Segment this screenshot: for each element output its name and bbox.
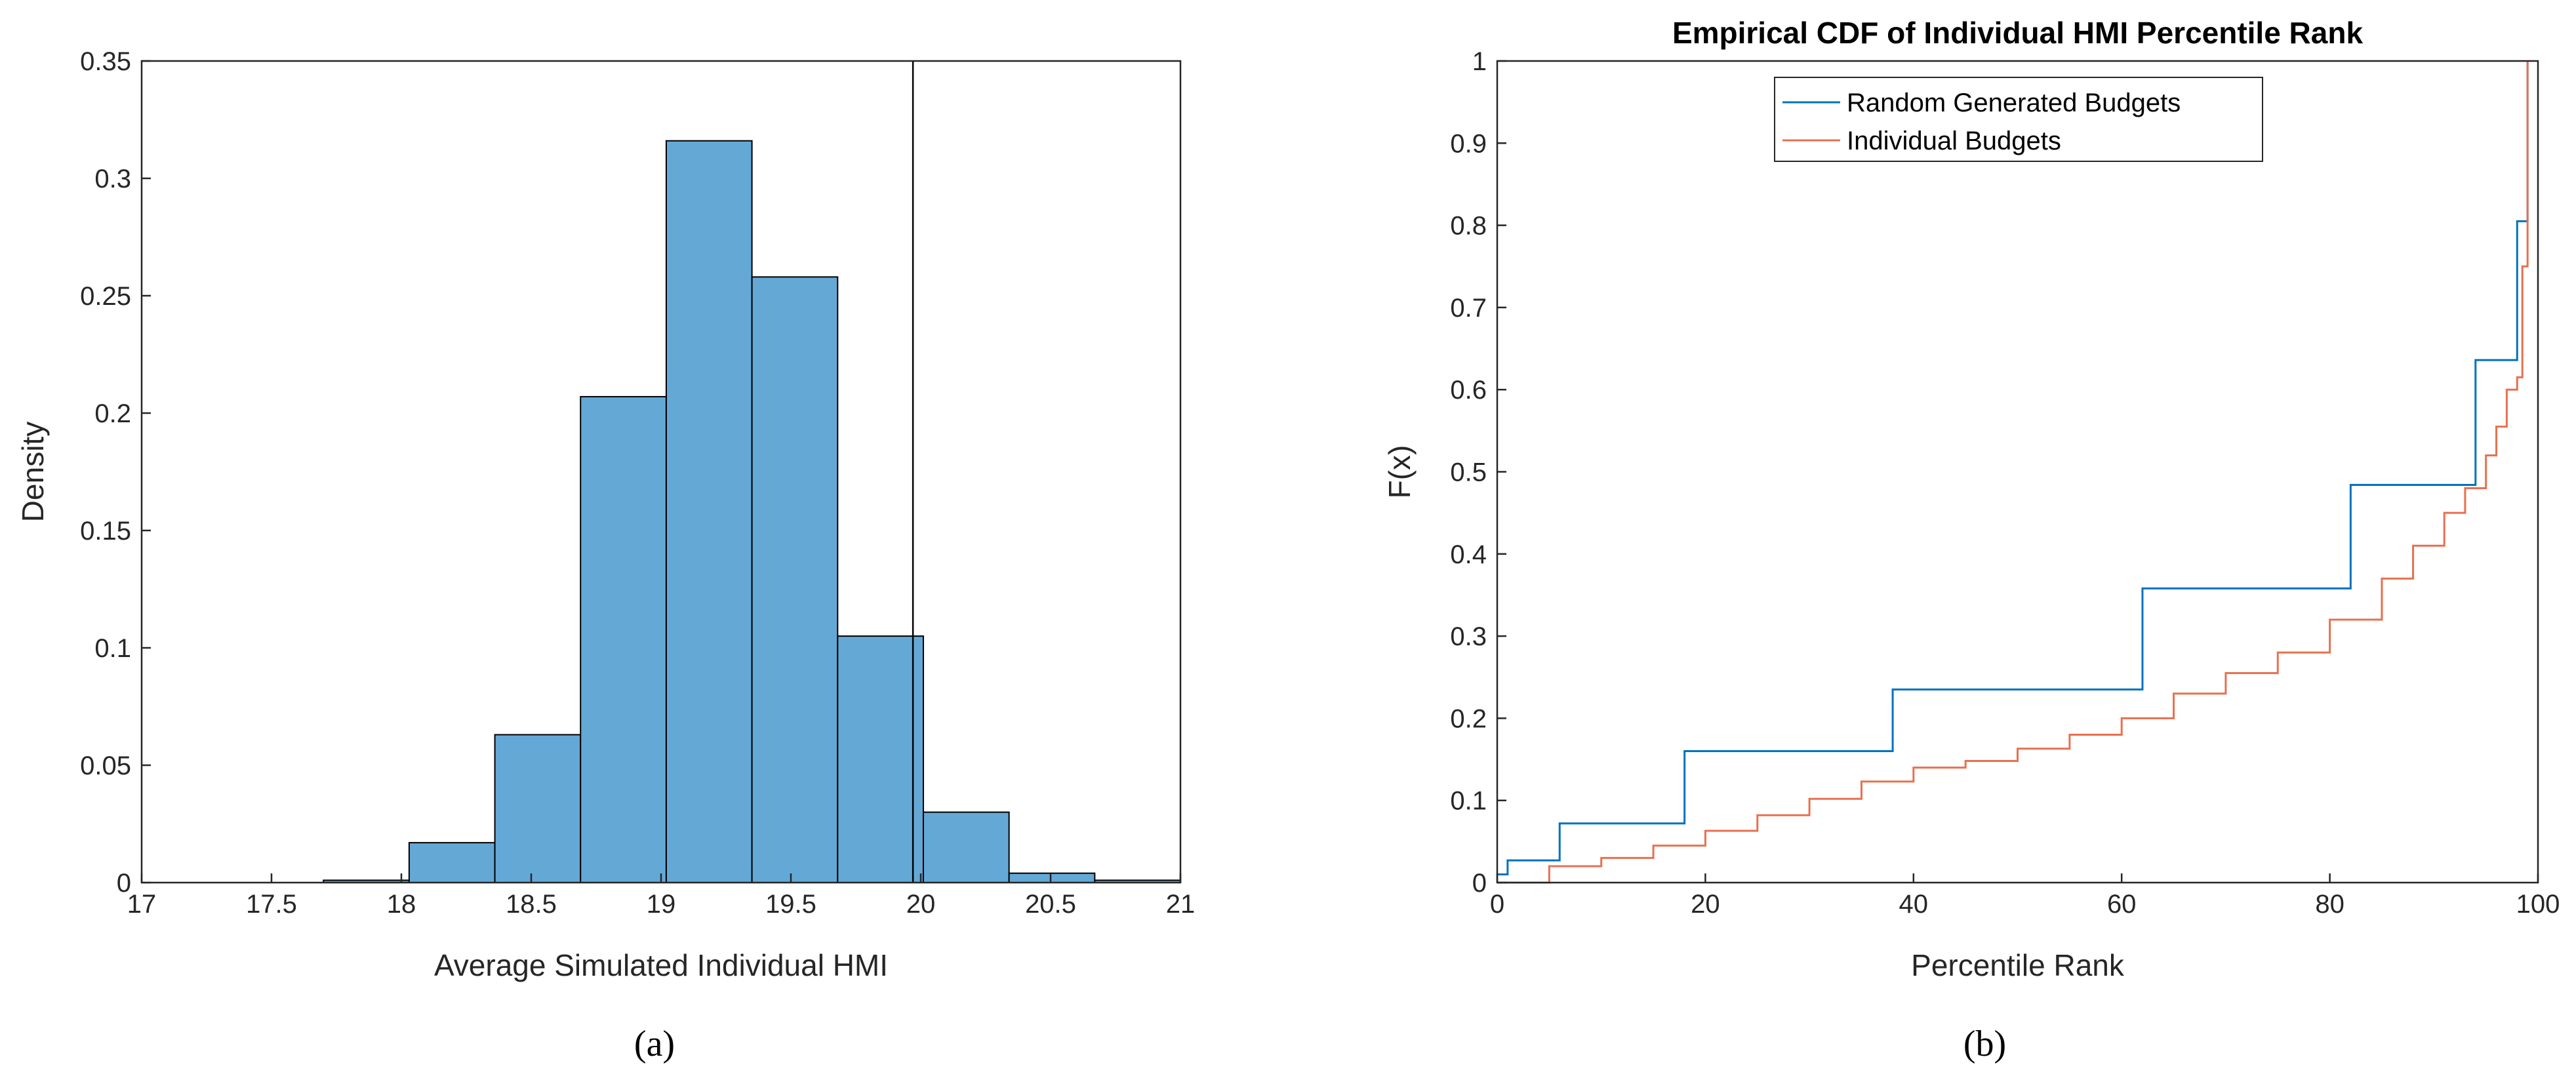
y-tick-label: 0.5 — [1450, 458, 1487, 487]
x-tick-label: 17 — [127, 890, 157, 919]
y-tick-label: 0 — [117, 869, 131, 898]
y-tick-label: 0.1 — [1450, 787, 1487, 816]
histogram-bar — [837, 635, 924, 883]
histogram-bar — [408, 842, 496, 884]
y-tick-label: 0.2 — [1450, 704, 1487, 733]
histogram-bars — [323, 140, 1181, 884]
histogram-bar — [751, 276, 839, 883]
histogram-bar — [1008, 872, 1096, 884]
y-tick-label: 0.7 — [1450, 294, 1487, 323]
x-tick-label: 40 — [1899, 890, 1929, 919]
caption-b: (b) — [1963, 1024, 2006, 1064]
cdf-x-axis-label: Percentile Rank — [1911, 948, 2125, 982]
histogram-y-axis-label: Density — [16, 422, 50, 522]
histogram-x-axis-label: Average Simulated Individual HMI — [434, 948, 888, 982]
x-tick-label: 20 — [1691, 890, 1720, 919]
y-tick-label: 0.1 — [94, 634, 131, 663]
cdf-title: Empirical CDF of Individual HMI Percenti… — [1672, 16, 2364, 50]
y-tick-label: 0.15 — [80, 517, 131, 546]
y-tick-label: 0.05 — [80, 751, 131, 780]
histogram-axes-frame — [140, 60, 1182, 884]
cdf-axes-frame — [1496, 60, 2539, 884]
legend-label-random-generated-budgets: Random Generated Budgets — [1847, 89, 2181, 117]
legend-label-individual-budgets: Individual Budgets — [1847, 127, 2061, 155]
x-tick-label: 20.5 — [1025, 890, 1076, 919]
x-tick-label: 20 — [906, 890, 936, 919]
histogram-bar — [494, 734, 582, 883]
x-tick-label: 18 — [387, 890, 416, 919]
histogram-ticks: 17 17.5 18 18.5 19 19.5 20 20.5 21 0 0.05 0.1 0.15 0.… — [80, 47, 1195, 919]
x-tick-label: 60 — [2107, 890, 2137, 919]
cdf-series-line — [1497, 61, 2529, 875]
y-tick-label: 0.35 — [80, 47, 131, 76]
histogram-panel: 17 17.5 18 18.5 19 19.5 20 20.5 21 0 0.05 0.1 0.15 0.… — [16, 47, 1195, 1064]
histogram-bar — [580, 395, 667, 883]
x-tick-label: 80 — [2315, 890, 2345, 919]
histogram-bar — [922, 811, 1010, 883]
x-tick-label: 17.5 — [246, 890, 297, 919]
cdf-series-line — [1497, 61, 2529, 884]
x-tick-label: 18.5 — [506, 890, 557, 919]
caption-a: (a) — [634, 1024, 675, 1064]
y-tick-label: 0.8 — [1450, 212, 1487, 241]
x-tick-label: 19.5 — [765, 890, 816, 919]
cdf-ticks: 0 20 40 60 80 100 0 0.1 0.2 0.3 0.4 0.5 0.6 0.7 0.8 0.9… — [1450, 47, 2560, 919]
y-tick-label: 0.25 — [80, 282, 131, 311]
y-tick-label: 0.6 — [1450, 376, 1487, 405]
legend-box — [1774, 77, 2263, 162]
y-tick-label: 0.9 — [1450, 129, 1487, 158]
y-tick-label: 0.4 — [1450, 540, 1487, 569]
y-tick-label: 1 — [1472, 47, 1487, 76]
x-tick-label: 19 — [647, 890, 676, 919]
x-tick-label: 100 — [2516, 890, 2560, 919]
y-tick-label: 0.2 — [94, 399, 131, 428]
y-tick-label: 0.3 — [94, 165, 131, 193]
legend: Random Generated Budgets Individual Budg… — [1774, 77, 2263, 162]
y-tick-label: 0 — [1472, 869, 1487, 898]
x-tick-label: 21 — [1166, 890, 1196, 919]
cdf-y-axis-label: F(x) — [1382, 445, 1417, 499]
histogram-bar — [665, 140, 753, 884]
x-tick-label: 0 — [1490, 890, 1504, 919]
cdf-lines — [1497, 61, 2529, 884]
cdf-panel: Empirical CDF of Individual HMI Percenti… — [1382, 16, 2560, 1064]
y-tick-label: 0.3 — [1450, 622, 1487, 651]
